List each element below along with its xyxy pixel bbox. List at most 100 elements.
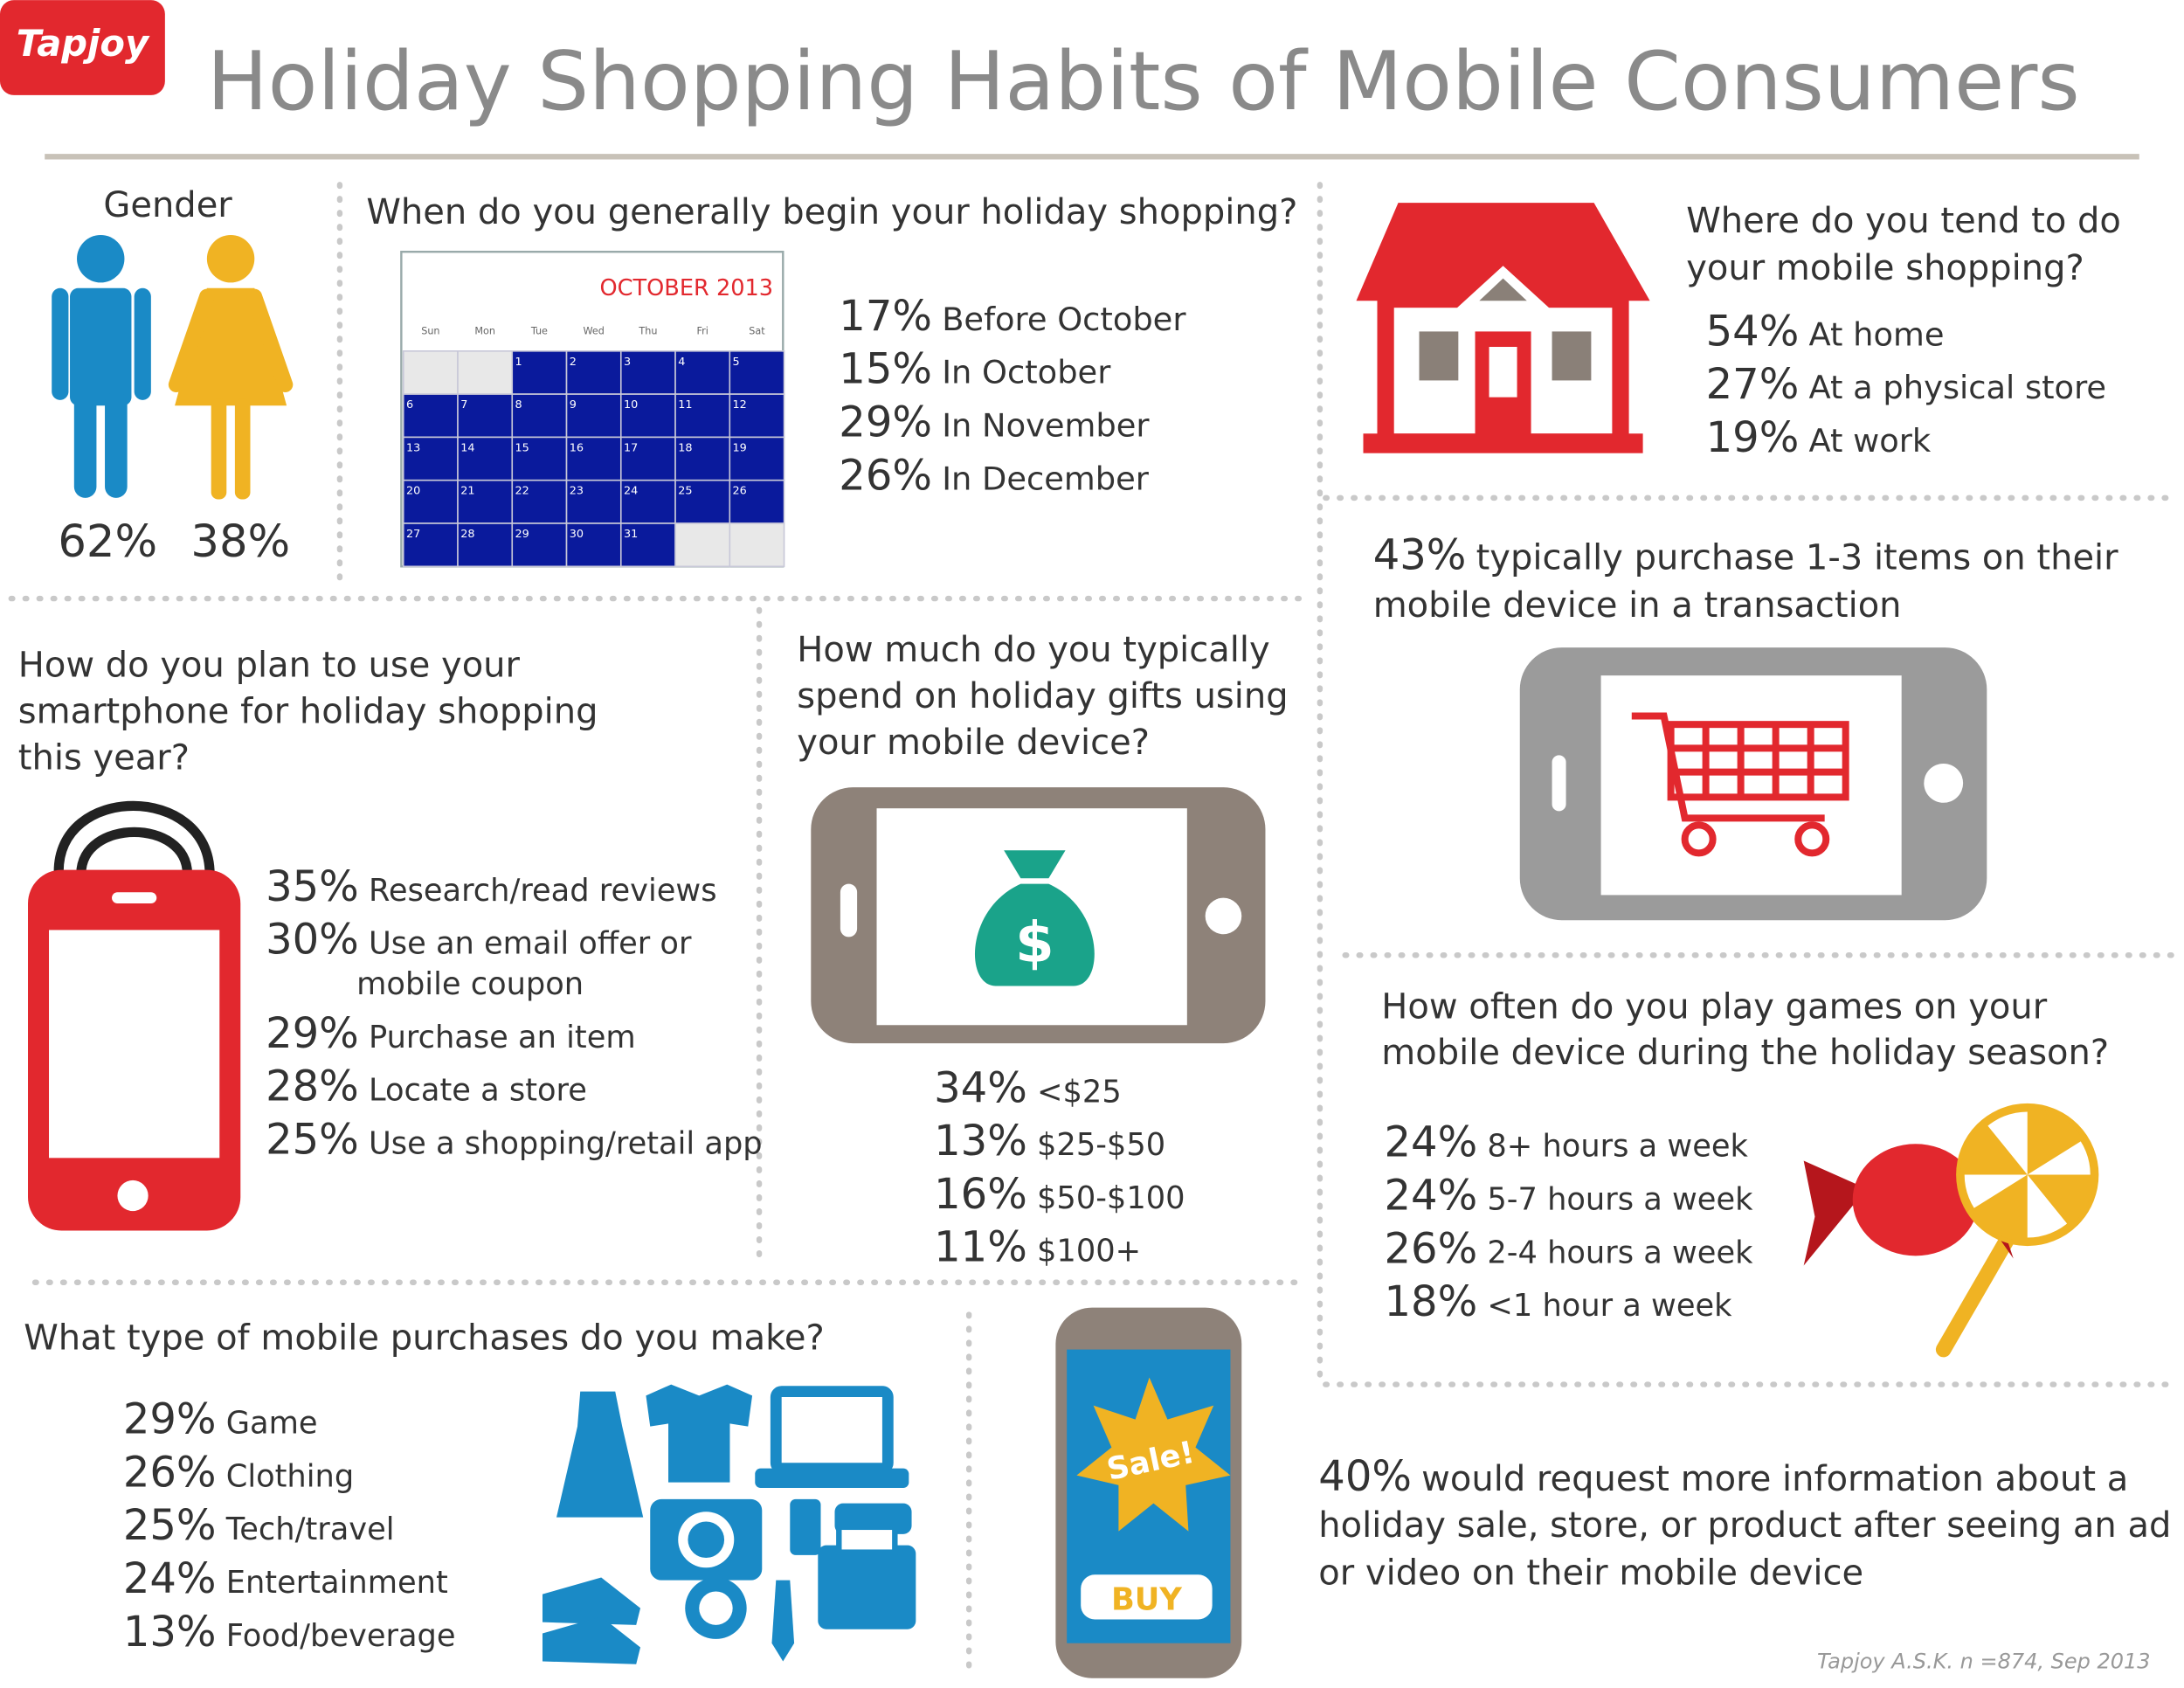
stat-text: would request more information about a [1421,1459,2128,1499]
calendar-day: 3 [624,356,631,369]
answer-pct: 26% [1385,1224,1478,1273]
weekday: Sat [749,326,765,337]
calendar-day: 27 [406,528,420,541]
answer-pct: 24% [123,1554,217,1603]
answer-pct: 26% [123,1448,217,1497]
answer-label: Use a shopping/retail app [369,1126,763,1162]
answer-pct: 16% [934,1170,1027,1219]
shopping-phone-icon [28,800,241,1231]
calendar-day: 11 [678,398,692,412]
answer-pct: 24% [1385,1118,1478,1167]
answer-pct: 25% [266,1116,359,1165]
calendar-cell [511,393,568,439]
dollar-sign: $ [1015,911,1054,976]
calendar-day: 1 [515,356,522,369]
calendar-month: OCTOBER 2013 [600,275,774,301]
answer-label: <1 hour a week [1487,1288,1732,1324]
calendar-cell [729,479,785,524]
calendar-cell [729,350,785,395]
calendar-day: 12 [733,398,747,412]
answer: 13% $25-$50 [934,1117,1165,1166]
male-icon [52,234,151,498]
question: When do you generally begin your holiday… [366,192,1297,232]
weekday: Fri [697,326,708,337]
dividers [8,182,2177,1674]
answer-label: 2-4 hours a week [1487,1235,1753,1270]
calendar-day: 5 [733,356,740,369]
female-pct: 38% [190,515,290,568]
answer-pct: 17% [839,292,932,341]
answer-label: Before October [942,301,1186,338]
calendar-day: 25 [678,485,692,498]
answer-pct: 28% [266,1062,359,1111]
answer: 26% In December [839,451,1149,500]
answer-label: In October [942,354,1111,391]
answer-pct: 35% [266,862,359,911]
answer-label: Research/read reviews [369,873,717,909]
answer-label: Use an email offer or [369,926,692,962]
stat-text: holiday sale, store, or product after se… [1318,1505,2171,1546]
calendar-day: 21 [460,485,474,498]
calendar-cell [565,436,622,481]
answer-pct: 29% [123,1395,217,1444]
calendar-day: 28 [460,528,474,541]
calendar-day: 13 [406,441,420,454]
calendar-cell [729,393,785,439]
answer-label: Entertainment [226,1565,448,1601]
answer-label: <$25 [1037,1074,1122,1110]
male-pct: 62% [58,515,157,568]
calendar-cell [457,479,514,524]
answer-pct: 30% [266,916,359,965]
answer-label: Purchase an item [369,1020,636,1055]
answer-label: Game [226,1406,318,1442]
gender-title: Gender [103,185,232,225]
answer-pct: 34% [934,1063,1027,1112]
question: smartphone for holiday shopping [18,692,598,732]
logo-badge [0,0,165,95]
title: Holiday Shopping Habits of Mobile Consum… [207,34,2080,128]
answer-label: mobile coupon [356,966,584,1002]
question: this year? [18,737,190,778]
calendar-cell [619,350,676,395]
stat-pct: 43% [1373,530,1467,579]
answer-pct: 29% [839,398,932,446]
money-phone-icon: $ [811,787,1266,1044]
answer: 29% Game [123,1395,318,1444]
answer-label: 8+ hours a week [1487,1129,1748,1165]
calendar-day: 10 [624,398,638,412]
answer-label: Clothing [226,1458,354,1494]
calendar-day: 24 [624,485,638,498]
answer-pct: 15% [839,345,932,394]
answer: 24% 8+ hours a week [1385,1118,1749,1167]
logo: Tapjoy [17,22,150,65]
answer: 25% Use a shopping/retail app [266,1116,763,1165]
female-icon [168,234,294,500]
answer: 29% Purchase an item [266,1009,636,1058]
answer-label: $100+ [1037,1234,1141,1269]
calendar-day: 8 [515,398,522,412]
answer-label: 5-7 hours a week [1487,1182,1753,1218]
answer: 26% 2-4 hours a week [1385,1224,1754,1273]
stat-text: or video on their mobile device [1318,1553,1863,1593]
calendar-day: 22 [515,485,529,498]
calendar-cell [511,522,568,568]
calendar-day: 17 [624,441,638,454]
answer-pct: 26% [839,451,932,500]
question: How do you plan to use your [18,646,521,686]
answer-pct: 13% [934,1117,1027,1166]
answer: 19% At work [1706,413,1932,462]
answer-label: At work [1809,422,1932,460]
stat-text: typically purchase 1-3 items on their [1476,537,2119,578]
answer-label: $25-$50 [1037,1127,1165,1163]
calendar-cell [674,350,731,395]
answer-label: Locate a store [369,1073,587,1109]
question: your mobile shopping? [1686,248,2084,288]
answer-pct: 27% [1706,360,1800,409]
answer: 26% Clothing [123,1448,354,1497]
answer: 35% Research/read reviews [266,862,716,911]
answer: 29% In November [839,398,1150,446]
calendar-cell [511,436,568,481]
source: Tapjoy A.S.K. n =874, Sep 2013 [1817,1650,2151,1674]
